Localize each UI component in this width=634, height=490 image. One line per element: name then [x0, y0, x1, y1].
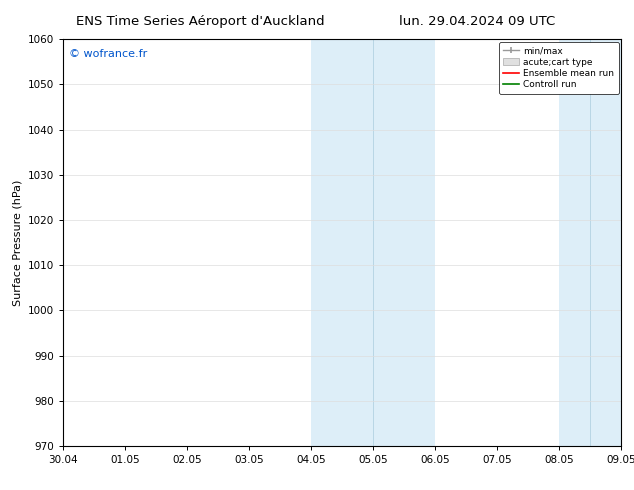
- Bar: [559, 39, 590, 446]
- Legend: min/max, acute;cart type, Ensemble mean run, Controll run: min/max, acute;cart type, Ensemble mean …: [499, 42, 619, 94]
- Text: © wofrance.fr: © wofrance.fr: [69, 49, 147, 59]
- Bar: [590, 39, 621, 446]
- Y-axis label: Surface Pressure (hPa): Surface Pressure (hPa): [13, 179, 23, 306]
- Bar: [373, 39, 436, 446]
- Bar: [311, 39, 373, 446]
- Text: lun. 29.04.2024 09 UTC: lun. 29.04.2024 09 UTC: [399, 15, 555, 28]
- Text: ENS Time Series Aéroport d'Auckland: ENS Time Series Aéroport d'Auckland: [76, 15, 325, 28]
